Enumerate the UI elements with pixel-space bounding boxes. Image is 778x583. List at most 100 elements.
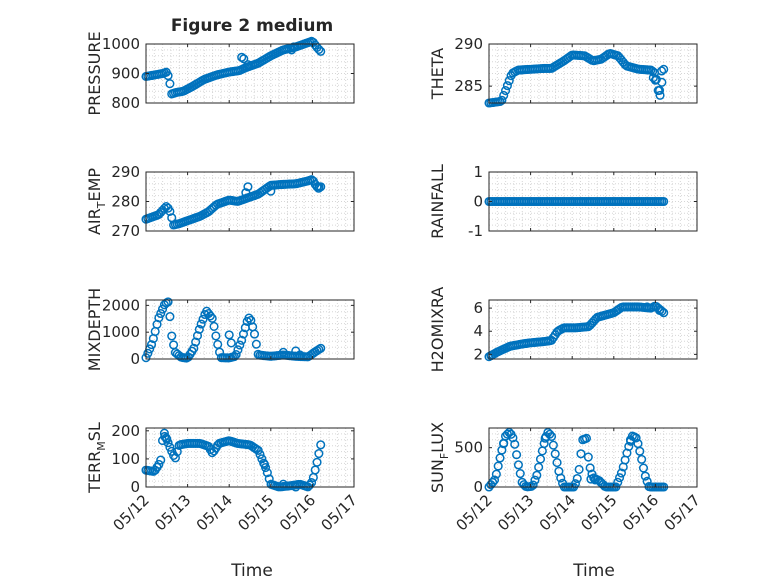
y-tick-label: 280	[111, 193, 140, 211]
data-point	[613, 477, 623, 487]
data-point	[241, 188, 251, 198]
y-axis-label-terr_msl: TERRMSL	[85, 422, 108, 494]
data-point	[314, 44, 324, 54]
data-point	[572, 473, 582, 484]
data-point	[513, 460, 523, 470]
data-point	[314, 449, 324, 459]
subplot-rainfall: -1 0 1 RAINFALL	[428, 163, 698, 240]
y-axis-label-mixdepth: MIXDEPTH	[85, 288, 104, 371]
data-point	[552, 458, 562, 468]
data-point	[655, 90, 665, 100]
x-tick-label: 05/17	[318, 491, 361, 534]
data-point	[535, 454, 546, 464]
data-point	[556, 473, 566, 483]
data-point	[167, 446, 177, 456]
data-point	[570, 479, 580, 489]
data-point	[574, 464, 584, 474]
data-point	[648, 73, 658, 83]
data-point	[154, 459, 164, 469]
data-point	[648, 66, 658, 76]
axes-box-theta	[488, 43, 698, 104]
data-point	[305, 480, 315, 490]
data-point	[631, 433, 641, 443]
axes-box-terr_msl	[145, 427, 355, 488]
subplot-h2omixra: 2 4 6 H2OMIXRA	[428, 287, 698, 373]
data-point	[165, 206, 175, 216]
data-point	[491, 469, 501, 479]
data-point	[194, 324, 204, 334]
y-axis-label-rainfall: RAINFALL	[428, 164, 447, 239]
x-tick-label: 05/14	[536, 491, 579, 534]
data-point	[167, 331, 177, 341]
data-point	[226, 338, 236, 348]
data-point	[576, 449, 586, 459]
data-point	[156, 308, 166, 319]
axes-box-h2omixra	[488, 299, 698, 360]
data-point	[548, 440, 558, 450]
data-point	[237, 335, 247, 345]
y-tick-label: 2	[473, 345, 483, 363]
data-point	[172, 447, 182, 457]
y-tick-label: 1	[473, 163, 483, 181]
data-point	[189, 343, 199, 353]
data-point	[143, 348, 153, 358]
data-point	[161, 298, 171, 308]
x-axis-label-right: Time	[572, 561, 615, 581]
data-point	[244, 313, 254, 323]
data-point	[316, 46, 326, 56]
data-point	[235, 340, 245, 350]
data-point	[493, 461, 503, 471]
x-tick-label: 05/16	[276, 491, 319, 534]
x-tick-label: 05/13	[151, 491, 194, 534]
data-point	[306, 478, 317, 488]
data-point	[657, 66, 667, 76]
data-point	[659, 64, 669, 74]
series-air_temp	[141, 175, 326, 230]
data-point	[162, 434, 172, 444]
data-point	[528, 480, 538, 490]
data-point	[642, 302, 652, 312]
data-point	[260, 459, 270, 470]
data-point	[211, 331, 221, 341]
x-tick-label: 05/16	[619, 491, 662, 534]
data-point	[502, 81, 512, 91]
data-point	[170, 453, 180, 463]
data-point	[489, 475, 500, 485]
x-tick-label: 05/15	[577, 491, 620, 534]
data-point	[314, 344, 324, 355]
y-axis-label-air_temp: AIRTEMP	[85, 168, 108, 235]
x-tick-label: 05/12	[453, 491, 496, 534]
data-point	[515, 468, 525, 479]
data-point	[585, 463, 595, 473]
y-tick-label: 285	[454, 77, 483, 95]
y-axis-label-pressure: PRESSURE	[85, 31, 104, 115]
x-tick-label: 05/15	[234, 491, 277, 534]
figure-title: Figure 2 medium	[171, 16, 333, 36]
y-tick-label: 800	[111, 94, 140, 112]
data-point	[251, 339, 261, 349]
y-tick-label: 200	[111, 422, 140, 440]
data-point	[499, 90, 509, 100]
y-tick-label: 290	[454, 35, 483, 53]
data-point	[316, 182, 326, 192]
data-point	[314, 183, 324, 193]
data-point	[616, 468, 626, 478]
data-point	[530, 475, 540, 485]
data-point	[640, 471, 650, 481]
data-point	[165, 312, 175, 322]
data-point	[163, 297, 173, 307]
data-point	[278, 479, 288, 489]
data-point	[238, 329, 249, 339]
data-point	[196, 319, 206, 329]
data-point	[253, 445, 263, 455]
data-point	[163, 71, 173, 81]
y-axis-label-h2omixra: H2OMIXRA	[428, 287, 447, 373]
x-tick-label: 05/14	[193, 491, 236, 534]
data-point	[501, 86, 511, 96]
data-point	[165, 442, 175, 452]
data-point	[637, 454, 647, 464]
